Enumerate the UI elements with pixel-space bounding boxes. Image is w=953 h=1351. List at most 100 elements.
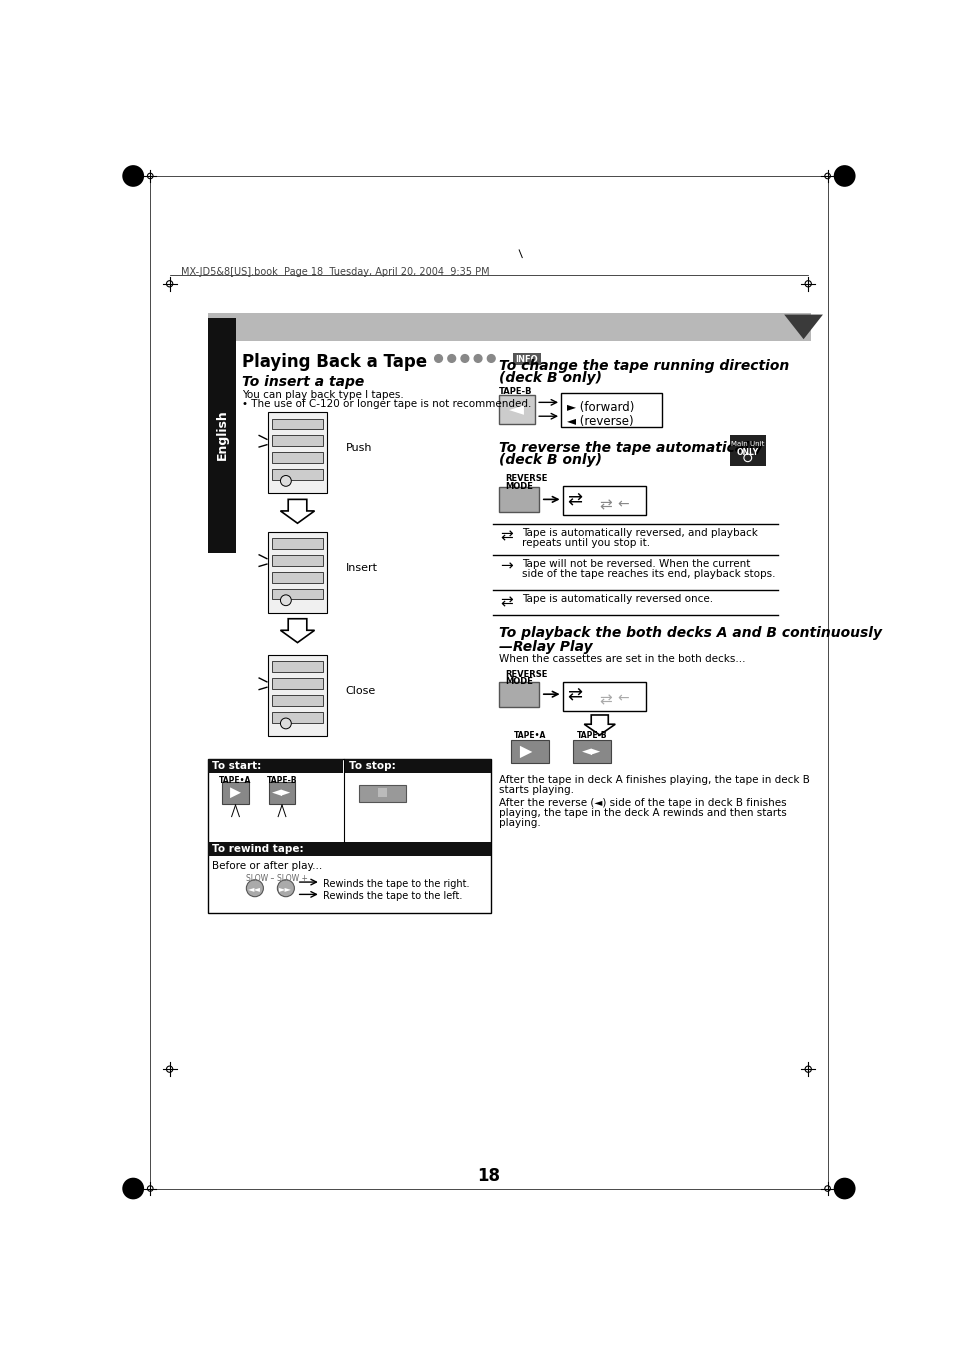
Text: Main Unit: Main Unit [730, 440, 763, 447]
Bar [272, 453, 323, 463]
Polygon shape [280, 619, 314, 643]
Text: —Relay Play: —Relay Play [498, 639, 592, 654]
Text: ►►: ►► [279, 884, 292, 893]
Text: REVERSE: REVERSE [505, 670, 547, 678]
Circle shape [280, 719, 291, 728]
Text: MODE: MODE [505, 482, 533, 490]
Text: repeats until you stop it.: repeats until you stop it. [521, 538, 650, 549]
Text: ◄: ◄ [509, 400, 524, 419]
Bar [272, 469, 323, 480]
Text: After the reverse (◄) side of the tape in deck B finishes: After the reverse (◄) side of the tape i… [498, 798, 786, 808]
Circle shape [474, 354, 481, 362]
Circle shape [280, 594, 291, 605]
Text: When the cassettes are set in the both decks...: When the cassettes are set in the both d… [498, 654, 744, 665]
Bar [208, 313, 810, 340]
Text: ⇄: ⇄ [599, 692, 612, 707]
Polygon shape [280, 500, 314, 523]
Text: 18: 18 [476, 1167, 500, 1185]
Circle shape [460, 354, 468, 362]
Circle shape [280, 476, 291, 486]
Bar [359, 785, 406, 802]
Text: TAPE-B: TAPE-B [267, 775, 297, 785]
Text: Insert: Insert [345, 562, 377, 573]
Text: Tape is automatically reversed, and playback: Tape is automatically reversed, and play… [521, 528, 758, 538]
Text: SLOW +: SLOW + [276, 874, 307, 884]
Text: Before or after play...: Before or after play... [212, 862, 322, 871]
Bar [208, 759, 491, 913]
Text: Tape is automatically reversed once.: Tape is automatically reversed once. [521, 594, 713, 604]
Text: TAPE•A: TAPE•A [219, 775, 252, 785]
Text: ←: ← [617, 497, 628, 511]
Text: TAPE-B: TAPE-B [498, 386, 532, 396]
Circle shape [834, 1178, 854, 1198]
Bar [268, 655, 326, 736]
Text: ←: ← [617, 692, 628, 705]
Text: Rewinds the tape to the left.: Rewinds the tape to the left. [323, 892, 462, 901]
Bar [272, 571, 323, 582]
Text: Close: Close [345, 686, 375, 696]
Bar [222, 782, 249, 804]
Circle shape [123, 1178, 143, 1198]
Text: TAPE•A: TAPE•A [514, 731, 546, 740]
Bar [510, 740, 549, 763]
Bar [498, 394, 534, 424]
Text: Playing Back a Tape: Playing Back a Tape [241, 353, 426, 372]
Circle shape [246, 880, 263, 897]
Text: To playback the both decks A and B continuously: To playback the both decks A and B conti… [498, 627, 882, 640]
Text: (deck B only): (deck B only) [498, 370, 601, 385]
Text: To stop:: To stop: [348, 761, 395, 771]
Text: MODE: MODE [505, 677, 533, 686]
Text: ⇄: ⇄ [500, 594, 513, 609]
Bar [562, 682, 645, 711]
Text: TAPE-B: TAPE-B [577, 731, 607, 740]
Text: ◄►: ◄► [273, 786, 292, 800]
Bar [208, 317, 236, 553]
Bar [272, 694, 323, 705]
Circle shape [834, 166, 854, 186]
Bar [562, 485, 645, 515]
Text: ⇄: ⇄ [567, 685, 581, 703]
Bar [560, 393, 661, 427]
Bar [344, 759, 491, 773]
Text: side of the tape reaches its end, playback stops.: side of the tape reaches its end, playba… [521, 569, 775, 578]
Bar [272, 555, 323, 566]
Bar [272, 589, 323, 600]
Text: INFO: INFO [515, 355, 537, 363]
Bar [208, 759, 343, 773]
Text: MX-JD5&8[US].book  Page 18  Tuesday, April 20, 2004  9:35 PM: MX-JD5&8[US].book Page 18 Tuesday, April… [181, 267, 489, 277]
Text: ONLY: ONLY [736, 447, 758, 457]
Text: Push: Push [345, 443, 372, 453]
Bar [272, 661, 323, 671]
Bar [268, 532, 326, 612]
Bar [729, 435, 765, 466]
Circle shape [435, 354, 442, 362]
Text: To insert a tape: To insert a tape [241, 374, 363, 389]
Text: ► (forward): ► (forward) [567, 401, 634, 413]
Text: ⇄: ⇄ [599, 497, 612, 512]
Text: After the tape in deck A finishes playing, the tape in deck B: After the tape in deck A finishes playin… [498, 775, 809, 785]
Text: To change the tape running direction: To change the tape running direction [498, 359, 788, 373]
Text: ◄ (reverse): ◄ (reverse) [567, 415, 633, 428]
Polygon shape [519, 746, 532, 758]
Polygon shape [783, 315, 822, 339]
Bar [268, 412, 326, 493]
Bar [572, 740, 611, 763]
Text: playing, the tape in the deck A rewinds and then starts: playing, the tape in the deck A rewinds … [498, 808, 786, 819]
Bar [269, 782, 294, 804]
Circle shape [447, 354, 456, 362]
Text: starts playing.: starts playing. [498, 785, 574, 794]
Text: ⇄: ⇄ [500, 528, 513, 543]
Text: Rewinds the tape to the right.: Rewinds the tape to the right. [323, 880, 469, 889]
Bar [377, 788, 387, 797]
Text: SLOW –: SLOW – [245, 874, 274, 884]
Circle shape [487, 354, 495, 362]
Circle shape [123, 166, 143, 186]
Text: ⇄: ⇄ [567, 490, 581, 508]
Bar [208, 842, 491, 857]
Bar [498, 488, 538, 512]
Text: You can play back type I tapes.: You can play back type I tapes. [241, 390, 403, 400]
Bar [272, 435, 323, 446]
Bar [498, 682, 538, 707]
Text: • The use of C-120 or longer tape is not recommended.: • The use of C-120 or longer tape is not… [241, 400, 531, 409]
Text: ◄►: ◄► [581, 746, 601, 758]
